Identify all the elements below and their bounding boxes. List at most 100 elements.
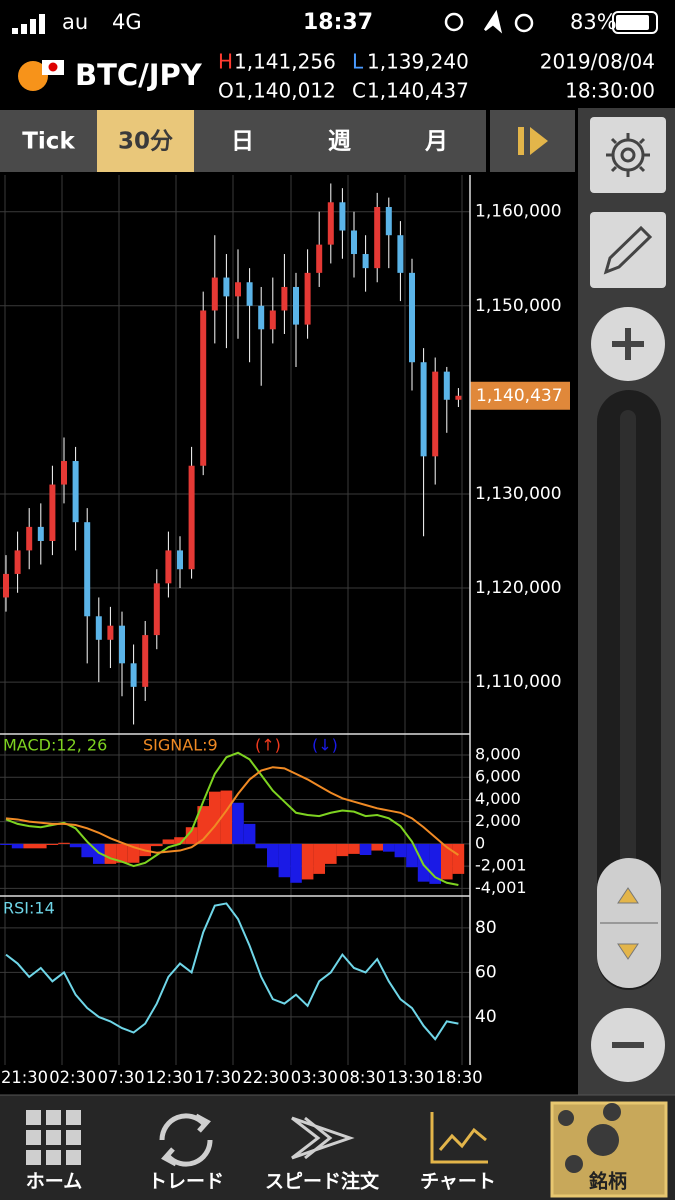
y-tick-label: 40: [475, 1007, 497, 1027]
line: [5, 751, 459, 886]
tab[interactable]: 月: [424, 129, 448, 155]
x-tick-label: 18:30: [436, 1068, 483, 1088]
ohlc-value: 1,139,240: [367, 50, 469, 74]
candle-body: [420, 362, 427, 457]
histogram-bar: [93, 843, 105, 864]
nav-label[interactable]: チャート: [420, 1171, 496, 1193]
histogram-bar: [0, 843, 12, 845]
candle-body: [223, 277, 230, 297]
bar-date: 2019/08/04: [540, 50, 655, 74]
line: [5, 902, 459, 1041]
x-tick-label: 13:30: [387, 1068, 434, 1088]
ohlc: H 1,141,256 L 1,139,240 O 1,140,012 C 1,…: [218, 50, 469, 103]
histogram-bar: [127, 843, 140, 863]
histogram-bar: [46, 843, 59, 845]
coin-logo: [18, 61, 48, 91]
histogram-bar: [441, 843, 453, 880]
histogram-bar: [58, 842, 70, 844]
histogram-bar: [429, 843, 441, 884]
y-tick-label: 4,000: [475, 789, 521, 808]
histogram-bar: [35, 843, 47, 849]
y-tick-label: 8,000: [475, 745, 521, 764]
signal-icon: [12, 14, 45, 34]
histogram-bar: [359, 843, 372, 855]
histogram-bar: [255, 843, 267, 849]
histogram-bar: [81, 843, 93, 858]
y-tick-label: 1,160,000: [475, 202, 562, 222]
pencil-icon: [603, 225, 653, 275]
ohlc-key: L: [352, 50, 364, 74]
clock: 18:37: [303, 10, 373, 35]
ohlc-key: O: [218, 79, 234, 103]
y-tick-label: 6,000: [475, 767, 521, 786]
nav-label[interactable]: スピード注文: [265, 1170, 380, 1193]
y-tick-label: 1,130,000: [475, 484, 562, 504]
x-tick-label: 03:30: [291, 1068, 338, 1088]
candle-body: [72, 461, 79, 523]
histogram-bar: [371, 843, 383, 851]
legend-entry: RSI:14: [3, 899, 55, 918]
nav-label[interactable]: 銘柄: [589, 1170, 627, 1193]
candle-body: [37, 526, 44, 542]
histogram-bar: [313, 843, 325, 874]
tab[interactable]: 30分: [118, 129, 173, 155]
x-tick-label: 12:30: [146, 1068, 193, 1088]
ohlc-value: 1,140,012: [234, 79, 336, 103]
y-tick-label: 1,150,000: [475, 296, 562, 316]
x-tick-label: 17:30: [194, 1068, 241, 1088]
candle-body: [119, 625, 125, 664]
histogram-bar: [162, 839, 175, 844]
y-tick-label: -2,001: [475, 856, 527, 875]
candle-body: [351, 230, 357, 255]
ohlc-key: C: [352, 79, 366, 103]
tab-bar: [0, 110, 486, 172]
tabs: Tick 30分 日 週 月: [22, 110, 448, 172]
histogram-bar: [383, 843, 395, 852]
histogram-bar: [185, 827, 198, 844]
candle-body: [211, 277, 218, 311]
status-icons: [444, 9, 534, 34]
candle-body: [95, 616, 102, 640]
battery-icon: [612, 11, 658, 34]
up-arrow[interactable]: [617, 887, 639, 904]
candle-body: [84, 522, 91, 617]
home-icon: [26, 1110, 81, 1165]
histogram-bar: [301, 843, 314, 880]
histogram-bar: [197, 806, 209, 844]
histogram-bar: [325, 843, 337, 864]
down-arrow[interactable]: [617, 943, 639, 960]
candle-body: [455, 395, 462, 400]
legend-entry: (↑): [255, 736, 281, 755]
battery-text: 83%: [570, 10, 617, 34]
current-price-label: 1,140,437: [476, 386, 563, 406]
histogram-bar: [278, 843, 291, 878]
settings-button[interactable]: [590, 117, 666, 193]
v-grid: [4, 175, 463, 1065]
tab[interactable]: Tick: [22, 129, 75, 155]
histogram-bar: [452, 843, 465, 874]
candle-body: [409, 272, 415, 363]
speed-icon: [291, 1116, 355, 1160]
x-tick-label: 21:30: [1, 1068, 48, 1088]
candle-body: [293, 286, 299, 325]
candle-body: [443, 371, 450, 400]
histogram-bar: [220, 790, 233, 844]
x-tick-label: 02:30: [49, 1068, 96, 1088]
nav-label[interactable]: トレード: [148, 1171, 224, 1193]
candle-body: [142, 635, 149, 687]
candle-body: [130, 663, 137, 687]
tab[interactable]: 日: [231, 129, 254, 155]
draw-button[interactable]: [590, 212, 666, 288]
tab[interactable]: 週: [328, 129, 351, 155]
symbol: BTC/JPY: [75, 58, 203, 92]
candle-body: [269, 310, 276, 330]
nav-label[interactable]: ホーム: [26, 1171, 82, 1193]
histogram-bar: [243, 823, 256, 844]
charts: 1,160,000 1,150,000 1,130,000 1,120,000 1,11…: [0, 183, 570, 1088]
histogram-bar: [290, 843, 302, 883]
candle-body: [432, 371, 439, 457]
y-tick-label: 2,000: [475, 811, 521, 830]
play-icon: [530, 127, 548, 155]
histogram-bar: [394, 843, 407, 858]
x-tick-label: 08:30: [339, 1068, 386, 1088]
